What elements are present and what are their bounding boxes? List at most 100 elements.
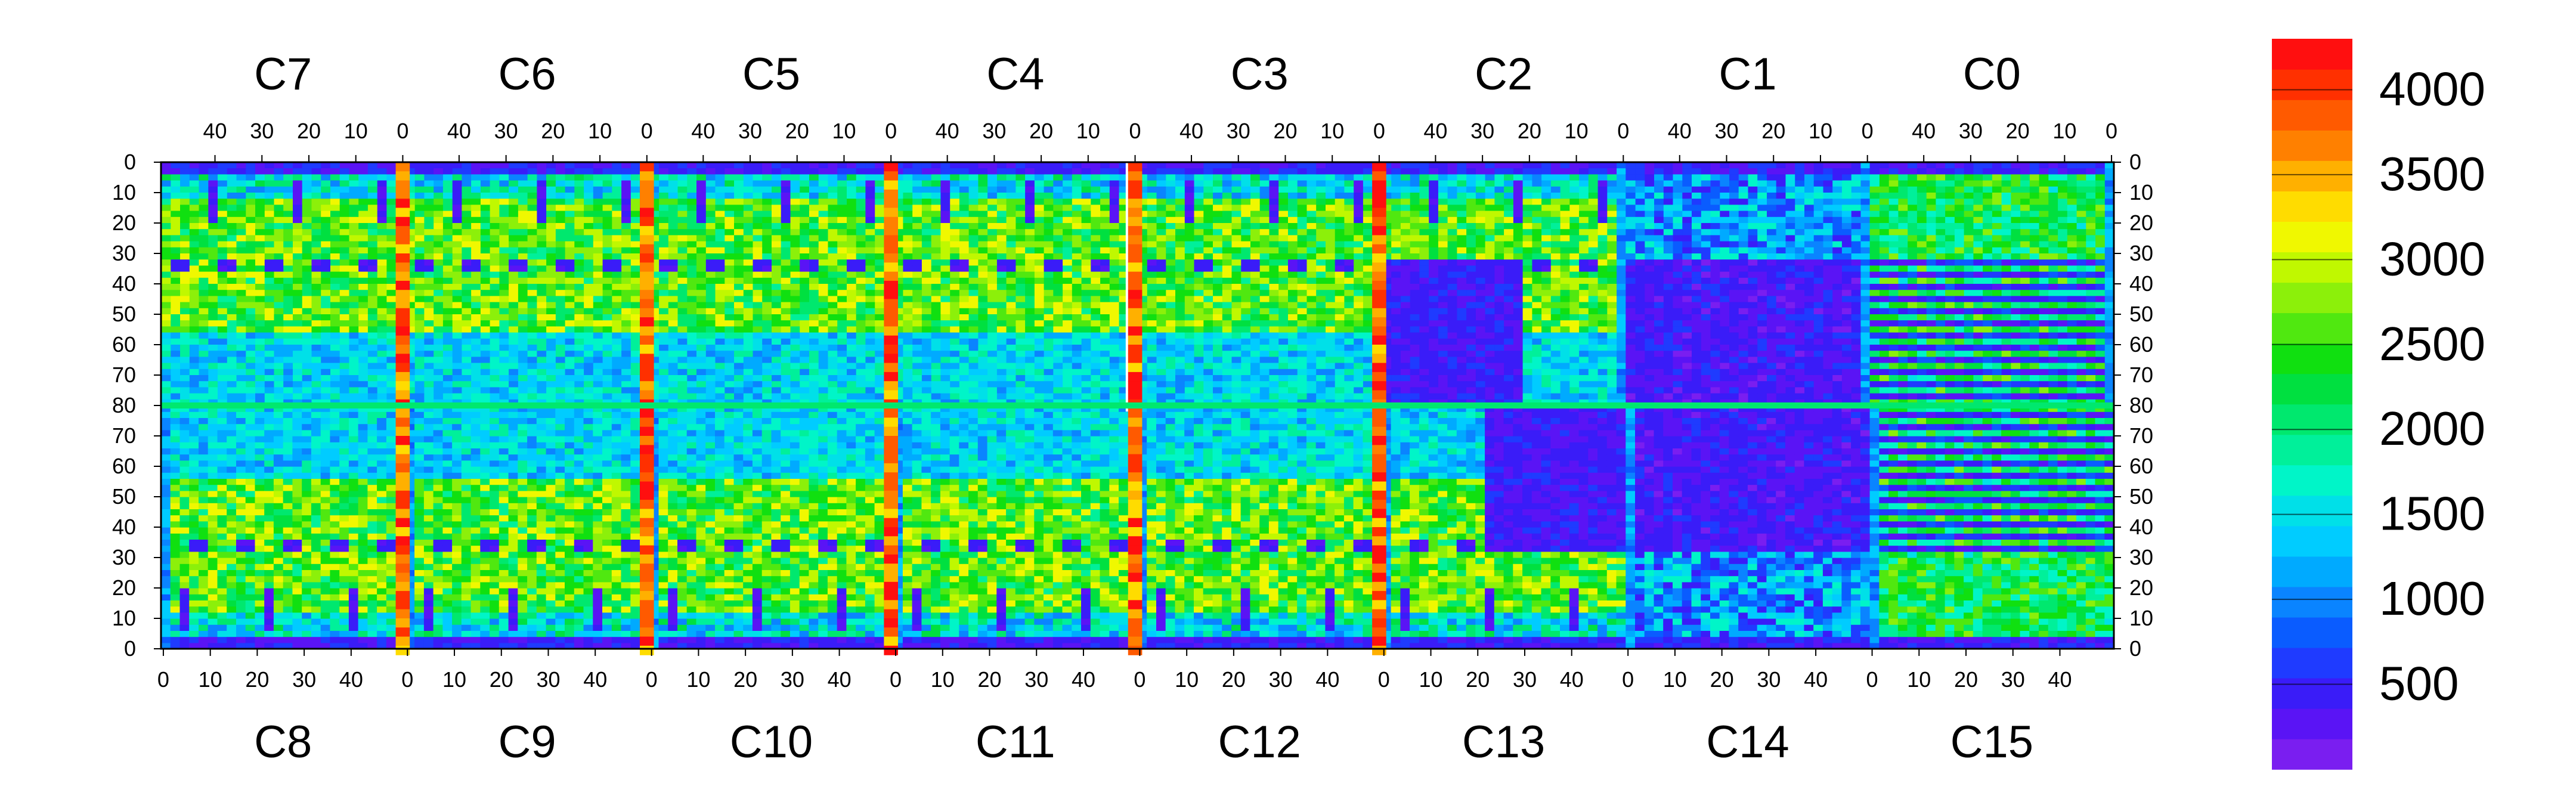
heat-cell bbox=[433, 314, 443, 321]
heat-cell bbox=[405, 393, 415, 400]
heat-cell bbox=[236, 375, 246, 382]
heat-cell bbox=[761, 363, 772, 370]
heat-cell bbox=[199, 448, 209, 455]
heat-cell bbox=[236, 229, 246, 236]
heat-cell bbox=[311, 515, 321, 522]
heat-cell bbox=[555, 363, 565, 370]
heat-cell bbox=[377, 229, 387, 236]
heat-cell bbox=[339, 588, 349, 595]
heat-cell bbox=[743, 186, 753, 193]
heat-cell bbox=[179, 277, 190, 284]
heat-cell bbox=[827, 162, 838, 169]
heat-cell bbox=[414, 180, 425, 187]
heat-cell bbox=[724, 296, 734, 303]
heat-cell bbox=[292, 345, 302, 351]
heat-cell bbox=[789, 369, 800, 376]
heat-cell bbox=[574, 411, 584, 418]
heat-cell bbox=[705, 387, 716, 394]
heat-cell bbox=[593, 326, 603, 333]
heat-cell bbox=[461, 551, 472, 558]
heat-cell bbox=[367, 484, 377, 491]
heat-cell bbox=[518, 405, 528, 412]
heat-cell bbox=[461, 332, 472, 339]
heat-cell bbox=[264, 199, 274, 205]
heat-cell bbox=[170, 533, 180, 540]
heat-cell bbox=[555, 247, 565, 254]
heat-cell bbox=[273, 381, 284, 388]
heat-cell bbox=[508, 600, 518, 607]
heat-cell bbox=[292, 618, 302, 625]
heat-cell bbox=[367, 411, 377, 418]
heat-cell bbox=[227, 551, 237, 558]
heat-cell bbox=[423, 533, 434, 540]
heat-cell bbox=[227, 338, 237, 345]
heat-cell bbox=[405, 223, 415, 230]
heat-cell bbox=[518, 186, 528, 193]
heat-cell bbox=[799, 387, 809, 394]
heat-cell bbox=[809, 210, 819, 218]
heat-cell bbox=[715, 338, 725, 345]
heat-cell bbox=[630, 478, 640, 485]
heat-cell bbox=[461, 527, 472, 534]
heat-cell bbox=[583, 345, 593, 351]
heat-cell bbox=[499, 405, 509, 412]
heat-cell bbox=[565, 290, 575, 296]
heat-cell bbox=[179, 199, 190, 205]
heat-cell bbox=[302, 320, 312, 327]
heat-cell bbox=[189, 466, 199, 473]
heat-cell bbox=[461, 454, 472, 461]
heat-cell bbox=[621, 442, 631, 448]
heat-cell bbox=[170, 235, 180, 242]
heat-cell bbox=[874, 290, 884, 296]
heat-cell bbox=[583, 351, 593, 357]
heat-cell bbox=[809, 162, 819, 169]
heat-cell bbox=[339, 454, 349, 461]
heat-cell bbox=[311, 345, 321, 351]
heat-cell bbox=[189, 199, 199, 205]
heat-cell bbox=[255, 600, 265, 607]
heat-cell bbox=[348, 594, 359, 600]
heat-cell bbox=[499, 594, 509, 600]
heat-cell bbox=[536, 527, 547, 534]
heat-cell bbox=[414, 193, 425, 199]
heat-cell bbox=[292, 393, 302, 400]
heat-cell bbox=[405, 417, 415, 425]
heat-cell bbox=[490, 369, 500, 376]
heat-cell bbox=[546, 216, 556, 224]
heat-cell bbox=[874, 314, 884, 321]
heat-cell bbox=[733, 320, 744, 327]
heat-cell bbox=[227, 284, 237, 290]
heat-cell bbox=[827, 363, 838, 370]
heat-cell bbox=[508, 308, 518, 315]
heat-cell bbox=[621, 497, 631, 503]
heat-cell bbox=[423, 387, 434, 394]
heat-cell bbox=[302, 332, 312, 339]
heat-cell bbox=[236, 259, 246, 266]
heat-cell bbox=[611, 199, 622, 205]
heat-cell bbox=[630, 284, 640, 290]
heat-cell bbox=[865, 193, 875, 199]
heat-cell bbox=[743, 180, 753, 187]
heat-cell bbox=[480, 162, 490, 169]
heat-cell bbox=[199, 284, 209, 290]
heat-cell bbox=[874, 393, 884, 400]
heat-cell bbox=[733, 375, 744, 382]
heat-cell bbox=[696, 284, 706, 290]
heat-cell bbox=[461, 448, 472, 455]
heat-cell bbox=[339, 205, 349, 212]
heat-cell bbox=[630, 618, 640, 625]
heat-cell bbox=[565, 235, 575, 242]
heat-cell bbox=[583, 320, 593, 327]
heat-cell bbox=[865, 235, 875, 242]
heat-cell bbox=[470, 174, 481, 181]
heat-cell bbox=[490, 229, 500, 236]
heat-cell bbox=[593, 588, 603, 595]
heat-cell bbox=[452, 375, 462, 382]
heat-cell bbox=[302, 484, 312, 491]
heat-cell bbox=[330, 223, 340, 230]
heat-cell bbox=[255, 618, 265, 625]
heat-cell bbox=[789, 162, 800, 169]
heat-cell bbox=[442, 277, 453, 284]
heat-cell bbox=[743, 351, 753, 357]
heat-cell bbox=[423, 338, 434, 345]
